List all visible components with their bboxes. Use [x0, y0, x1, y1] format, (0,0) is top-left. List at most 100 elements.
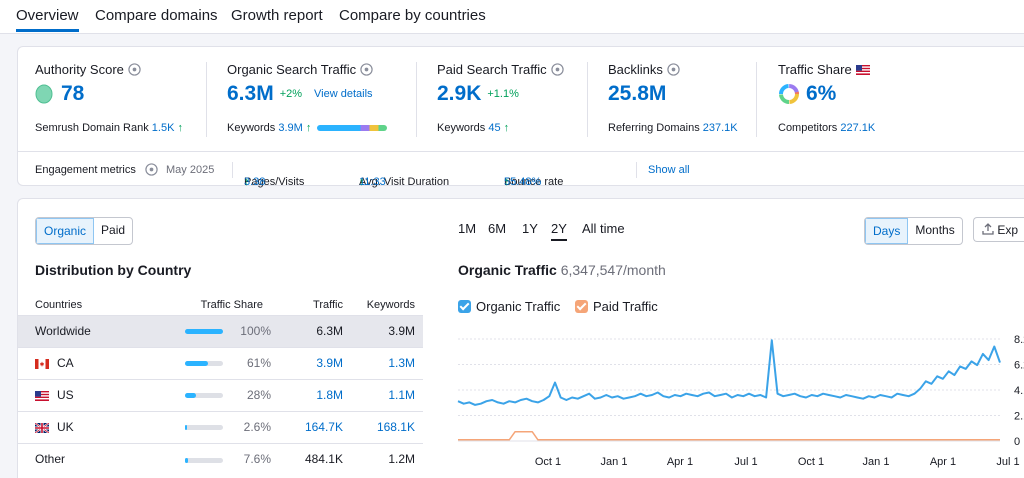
paid-toggle-button[interactable]: Paid: [101, 223, 126, 237]
referring-domains-label: Referring Domains: [608, 122, 700, 134]
info-icon[interactable]: [667, 63, 680, 76]
period-1y[interactable]: 1Y: [522, 221, 538, 236]
countries-header[interactable]: Countries: [35, 298, 83, 311]
distribution-title: Distribution by Country: [35, 262, 192, 278]
traffic-value[interactable]: 164.7K: [279, 410, 351, 443]
y-tick-label: 8.2M: [1014, 334, 1024, 346]
country-cell[interactable]: US: [18, 378, 163, 411]
divider: [636, 162, 637, 178]
share-bar: [185, 457, 223, 463]
info-icon[interactable]: [360, 63, 373, 76]
tab-compare-domains[interactable]: Compare domains: [95, 7, 218, 24]
tab-overview[interactable]: Overview: [16, 7, 79, 32]
bounce-rate-value[interactable]: 55.48%: [504, 176, 542, 188]
share-bar: [185, 393, 223, 399]
view-details-link[interactable]: View details: [314, 88, 373, 100]
divider: [587, 62, 588, 137]
y-tick-label: 0: [1014, 436, 1020, 448]
legend-organic[interactable]: Organic Traffic: [458, 299, 560, 314]
paid-traffic-value[interactable]: 2.9K: [437, 82, 482, 105]
tab-growth-report[interactable]: Growth report: [231, 7, 323, 24]
engagement-date: May 2025: [166, 164, 215, 176]
paid-keywords-label: Keywords: [437, 122, 486, 134]
traffic-share-header[interactable]: Traffic Share: [200, 298, 263, 311]
engagement-metrics-row: Engagement metrics May 2025 Pages/Visits…: [18, 151, 1024, 188]
keywords-header[interactable]: Keywords: [366, 298, 415, 311]
info-icon[interactable]: [550, 63, 564, 76]
period-2y[interactable]: 2Y: [551, 221, 567, 241]
x-tick-label: Jul 1: [996, 456, 1019, 468]
traffic-value[interactable]: 1.8M: [279, 378, 351, 411]
export-button[interactable]: Exp: [973, 217, 1024, 242]
share-value: 28%: [223, 378, 279, 411]
organic-traffic-value[interactable]: 6.3M: [227, 82, 274, 105]
arrow-up-icon: ↑: [244, 176, 250, 188]
table-row[interactable]: US 28% 1.8M 1.1M: [18, 378, 423, 411]
divider: [416, 62, 417, 137]
referring-domains: Referring Domains 237.1K: [608, 122, 738, 134]
keywords-value[interactable]: 1.3M: [351, 346, 423, 379]
x-tick-label: Apr 1: [930, 456, 956, 468]
country-cell[interactable]: CA: [18, 346, 163, 379]
organic-traffic-line[interactable]: [457, 339, 1001, 406]
visit-duration-value[interactable]: 11:33: [359, 176, 386, 188]
keyword-intent-bar[interactable]: [317, 125, 388, 132]
main-card: Organic Paid Distribution by Country Cou…: [17, 198, 1024, 478]
x-tick-label: Jul 1: [734, 456, 757, 468]
country-name: Other: [35, 452, 66, 467]
paid-traffic-title: Paid Search Traffic: [437, 62, 547, 77]
checkbox-icon: [575, 300, 588, 313]
backlinks-value[interactable]: 25.8M: [608, 82, 667, 105]
chart-title: Organic Traffic 6,347,547/month: [458, 262, 666, 278]
table-row[interactable]: Worldwide 100% 6.3M 3.9M: [18, 314, 423, 347]
days-toggle-button[interactable]: Days: [865, 218, 909, 244]
traffic-value[interactable]: 3.9M: [279, 346, 351, 379]
paid-traffic-metric: Paid Search Traffic 2.9K +1.1% Keywords …: [437, 62, 597, 144]
info-icon[interactable]: [128, 63, 141, 76]
tab-compare-by-countries[interactable]: Compare by countries: [339, 7, 486, 24]
keywords-value[interactable]: 1.1M: [351, 378, 423, 411]
country-name: Worldwide: [35, 324, 91, 338]
country-name: UK: [57, 420, 74, 434]
country-cell[interactable]: Other: [18, 442, 163, 475]
share-value: 2.6%: [223, 410, 279, 443]
keywords-value[interactable]: 168.1K: [351, 410, 423, 443]
authority-score-value[interactable]: 78: [61, 82, 85, 105]
legend-paid[interactable]: Paid Traffic: [575, 299, 658, 314]
country-cell[interactable]: Worldwide: [18, 314, 163, 347]
domain-rank-value[interactable]: 1.5K: [151, 122, 175, 134]
traffic-header[interactable]: Traffic: [313, 298, 343, 311]
x-tick-label: Jan 1: [601, 456, 628, 468]
info-icon[interactable]: [145, 163, 158, 176]
period-1m[interactable]: 1M: [458, 221, 477, 236]
y-tick-label: 6.2M: [1014, 360, 1024, 372]
table-row[interactable]: CA 61% 3.9M 1.3M: [18, 346, 423, 379]
visit-duration-label: Avg. Visit Duration: [359, 176, 450, 188]
show-all-link[interactable]: Show all: [648, 164, 690, 176]
traffic-share-metric: Traffic Share 6% Competitors 227.1K: [778, 62, 948, 144]
period-6m[interactable]: 6M: [488, 221, 507, 236]
table-row[interactable]: UK 2.6% 164.7K 168.1K: [18, 410, 423, 443]
y-tick-label: 2.1M: [1014, 411, 1024, 423]
period-all-time[interactable]: All time: [582, 221, 625, 236]
domain-rank-label: Semrush Domain Rank: [35, 122, 149, 134]
organic-keywords-value[interactable]: 3.9M: [278, 122, 303, 134]
arrow-up-icon: ↑: [503, 122, 510, 134]
table-row[interactable]: Other 7.6% 484.1K 1.2M: [18, 442, 423, 475]
competitors-value[interactable]: 227.1K: [840, 122, 876, 134]
pages-visits-value[interactable]: 3.38: [244, 176, 266, 188]
organic-toggle-button[interactable]: Organic: [36, 218, 95, 244]
paid-traffic-line[interactable]: [458, 430, 1000, 441]
paid-keywords: Keywords 45 ↑: [437, 122, 509, 134]
share-bar-cell: [163, 314, 223, 347]
authority-score-metric: Authority Score 78 Semrush Domain Rank 1…: [35, 62, 205, 144]
uk-flag-icon: [35, 422, 49, 433]
months-toggle-button[interactable]: Months: [915, 223, 955, 237]
traffic-share-value[interactable]: 6%: [806, 82, 837, 105]
country-cell[interactable]: UK: [18, 410, 163, 443]
distribution-table: Countries Traffic Share Traffic Keywords…: [18, 295, 423, 475]
paid-keywords-value[interactable]: 45: [488, 122, 501, 134]
referring-domains-value[interactable]: 237.1K: [702, 122, 738, 134]
traffic-chart[interactable]: 8.2M 6.2M 4.1M 2.1M 0 Oct 1 Jan 1 Apr 1 Jul 1 Oct…: [448, 327, 1024, 478]
export-icon: [982, 223, 994, 235]
